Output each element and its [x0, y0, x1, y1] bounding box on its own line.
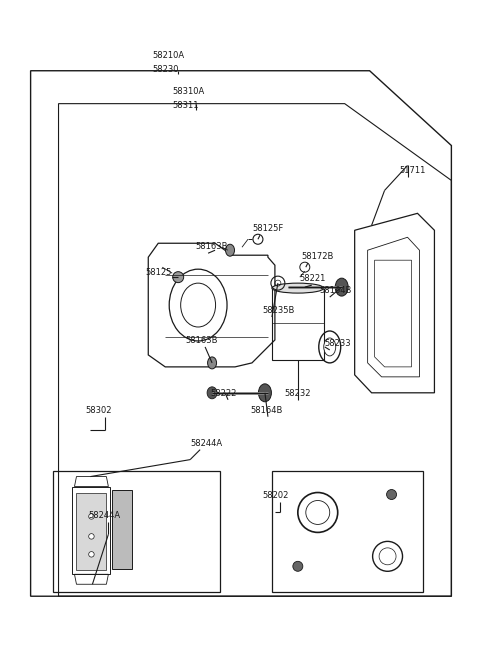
Ellipse shape — [207, 387, 217, 399]
Ellipse shape — [272, 283, 324, 293]
Polygon shape — [112, 489, 132, 569]
Ellipse shape — [324, 338, 336, 356]
Ellipse shape — [258, 384, 271, 402]
Text: 58302: 58302 — [85, 405, 112, 415]
Ellipse shape — [226, 244, 235, 256]
Text: 58230: 58230 — [152, 65, 179, 74]
Ellipse shape — [89, 514, 94, 519]
Text: 51711: 51711 — [399, 166, 426, 176]
Text: 58210A: 58210A — [152, 51, 184, 60]
Text: 58244A: 58244A — [88, 512, 120, 521]
Text: 58232: 58232 — [285, 389, 312, 398]
Text: 58125F: 58125F — [252, 224, 283, 233]
Text: 58221: 58221 — [300, 274, 326, 283]
Text: 58244A: 58244A — [190, 439, 222, 447]
Text: 58311: 58311 — [172, 101, 199, 109]
Text: 58125: 58125 — [145, 268, 172, 277]
Text: 58163B: 58163B — [195, 242, 228, 252]
Ellipse shape — [173, 272, 184, 282]
Ellipse shape — [293, 561, 303, 571]
Ellipse shape — [89, 552, 94, 557]
Polygon shape — [76, 493, 107, 571]
Ellipse shape — [306, 500, 330, 525]
Text: 58310A: 58310A — [172, 86, 204, 96]
Text: 58233: 58233 — [325, 339, 351, 348]
Text: 58163B: 58163B — [185, 336, 217, 345]
Ellipse shape — [379, 548, 396, 565]
Ellipse shape — [89, 534, 94, 539]
Text: 58164B: 58164B — [320, 286, 352, 295]
Text: 58235B: 58235B — [262, 306, 294, 315]
Ellipse shape — [386, 489, 396, 500]
Ellipse shape — [335, 278, 348, 296]
Bar — [52, 470, 220, 592]
Bar — [272, 470, 423, 592]
Text: 58222: 58222 — [210, 389, 237, 398]
Text: 58202: 58202 — [262, 491, 288, 500]
Text: 58164B: 58164B — [250, 405, 282, 415]
Bar — [272, 288, 324, 360]
Ellipse shape — [207, 357, 216, 369]
Text: 58172B: 58172B — [302, 252, 334, 261]
